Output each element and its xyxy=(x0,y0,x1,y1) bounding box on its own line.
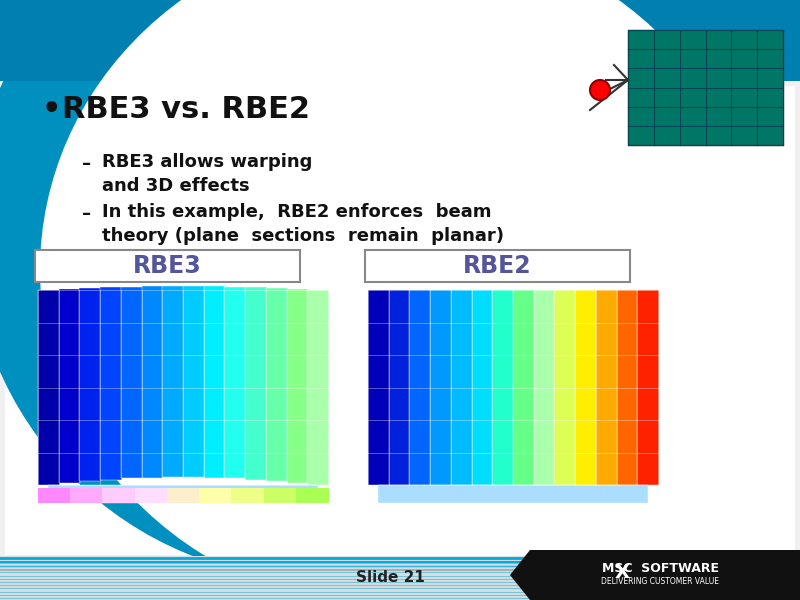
FancyBboxPatch shape xyxy=(0,556,800,600)
FancyBboxPatch shape xyxy=(410,290,431,485)
FancyBboxPatch shape xyxy=(204,286,226,478)
Text: RBE3 Is Not Rigid!: RBE3 Is Not Rigid! xyxy=(214,23,586,58)
FancyBboxPatch shape xyxy=(617,290,638,485)
FancyBboxPatch shape xyxy=(0,0,800,81)
FancyBboxPatch shape xyxy=(365,250,630,282)
FancyBboxPatch shape xyxy=(628,30,783,145)
FancyBboxPatch shape xyxy=(286,289,308,483)
FancyBboxPatch shape xyxy=(70,488,103,503)
FancyBboxPatch shape xyxy=(534,290,555,485)
FancyBboxPatch shape xyxy=(266,288,287,481)
FancyBboxPatch shape xyxy=(38,488,71,503)
FancyBboxPatch shape xyxy=(134,488,168,503)
Text: –: – xyxy=(82,155,91,173)
Circle shape xyxy=(590,80,610,100)
FancyBboxPatch shape xyxy=(368,290,390,485)
Text: X: X xyxy=(614,563,630,583)
FancyBboxPatch shape xyxy=(575,290,597,485)
FancyBboxPatch shape xyxy=(48,485,318,503)
FancyBboxPatch shape xyxy=(183,286,205,477)
Text: RBE3: RBE3 xyxy=(133,254,202,278)
FancyBboxPatch shape xyxy=(142,286,163,478)
FancyBboxPatch shape xyxy=(5,86,795,555)
FancyBboxPatch shape xyxy=(638,290,659,485)
Text: –: – xyxy=(82,205,91,223)
FancyBboxPatch shape xyxy=(430,290,452,485)
Text: In this example,  RBE2 enforces  beam
theory (plane  sections  remain  planar): In this example, RBE2 enforces beam theo… xyxy=(102,203,504,245)
FancyBboxPatch shape xyxy=(554,290,576,485)
Ellipse shape xyxy=(40,0,760,600)
FancyBboxPatch shape xyxy=(0,81,800,600)
FancyBboxPatch shape xyxy=(471,290,494,485)
FancyBboxPatch shape xyxy=(513,290,534,485)
FancyBboxPatch shape xyxy=(58,289,81,483)
FancyBboxPatch shape xyxy=(162,286,184,477)
FancyBboxPatch shape xyxy=(296,488,329,503)
FancyBboxPatch shape xyxy=(451,290,473,485)
FancyBboxPatch shape xyxy=(35,250,300,282)
Text: RBE3 vs. RBE2: RBE3 vs. RBE2 xyxy=(62,95,310,124)
Text: •: • xyxy=(42,95,62,124)
Text: MSC  SOFTWARE: MSC SOFTWARE xyxy=(602,562,718,575)
FancyBboxPatch shape xyxy=(389,290,410,485)
Text: RBE3 allows warping
and 3D effects: RBE3 allows warping and 3D effects xyxy=(102,153,312,194)
FancyBboxPatch shape xyxy=(492,290,514,485)
FancyBboxPatch shape xyxy=(231,488,265,503)
FancyBboxPatch shape xyxy=(102,488,136,503)
Polygon shape xyxy=(510,550,800,600)
Ellipse shape xyxy=(0,0,670,580)
FancyBboxPatch shape xyxy=(378,485,648,503)
FancyBboxPatch shape xyxy=(596,290,618,485)
FancyBboxPatch shape xyxy=(167,488,200,503)
FancyBboxPatch shape xyxy=(245,287,267,479)
Text: DELIVERING CUSTOMER VALUE: DELIVERING CUSTOMER VALUE xyxy=(601,577,719,587)
FancyBboxPatch shape xyxy=(307,290,329,485)
FancyBboxPatch shape xyxy=(199,488,232,503)
FancyBboxPatch shape xyxy=(100,287,122,479)
FancyBboxPatch shape xyxy=(121,287,142,478)
FancyBboxPatch shape xyxy=(263,488,297,503)
FancyBboxPatch shape xyxy=(79,288,101,481)
Text: RBE2: RBE2 xyxy=(462,254,531,278)
Text: Slide 21: Slide 21 xyxy=(355,571,425,586)
FancyBboxPatch shape xyxy=(38,290,60,485)
FancyBboxPatch shape xyxy=(225,287,246,478)
